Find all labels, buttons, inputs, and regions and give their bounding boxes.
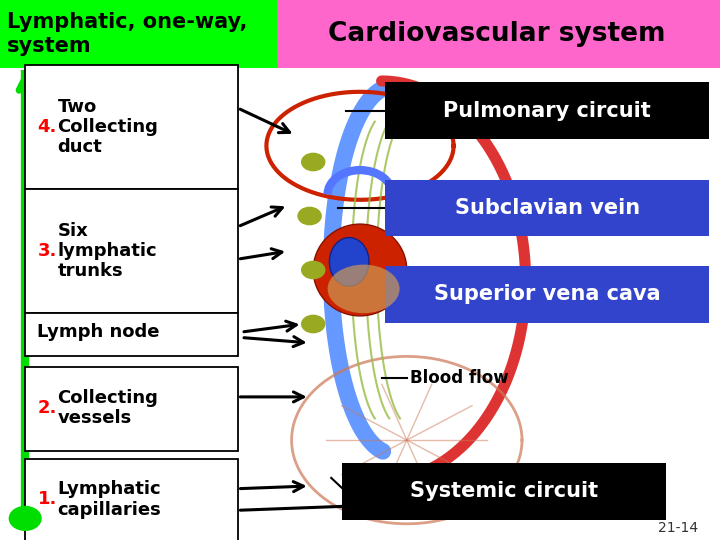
FancyBboxPatch shape bbox=[25, 189, 238, 313]
FancyBboxPatch shape bbox=[0, 0, 277, 68]
Text: Collecting
vessels: Collecting vessels bbox=[58, 389, 158, 427]
FancyBboxPatch shape bbox=[25, 459, 238, 540]
FancyBboxPatch shape bbox=[385, 179, 709, 237]
Text: 1.: 1. bbox=[37, 490, 57, 509]
FancyBboxPatch shape bbox=[25, 367, 238, 451]
Text: Lymphatic
capillaries: Lymphatic capillaries bbox=[58, 481, 161, 518]
FancyBboxPatch shape bbox=[238, 68, 720, 540]
Text: Lymph node: Lymph node bbox=[37, 323, 160, 341]
Text: Blood flow: Blood flow bbox=[410, 369, 509, 387]
Text: Systemic circuit: Systemic circuit bbox=[410, 481, 598, 502]
Text: Cardiovascular system: Cardiovascular system bbox=[328, 21, 665, 47]
Circle shape bbox=[298, 207, 321, 225]
Circle shape bbox=[9, 507, 41, 530]
FancyBboxPatch shape bbox=[25, 65, 238, 189]
Text: Pulmonary circuit: Pulmonary circuit bbox=[444, 100, 651, 121]
Ellipse shape bbox=[329, 238, 369, 286]
FancyBboxPatch shape bbox=[385, 82, 709, 139]
Text: Superior vena cava: Superior vena cava bbox=[434, 284, 660, 305]
FancyBboxPatch shape bbox=[25, 313, 238, 356]
Ellipse shape bbox=[313, 224, 407, 316]
FancyBboxPatch shape bbox=[277, 0, 720, 68]
FancyBboxPatch shape bbox=[342, 463, 666, 519]
Text: Two
Collecting
duct: Two Collecting duct bbox=[58, 98, 158, 156]
FancyBboxPatch shape bbox=[385, 266, 709, 322]
Text: 3.: 3. bbox=[37, 242, 57, 260]
Text: 21-14: 21-14 bbox=[658, 521, 698, 535]
Text: 4.: 4. bbox=[37, 118, 57, 136]
Text: Lymphatic, one-way,
system: Lymphatic, one-way, system bbox=[7, 12, 248, 56]
Ellipse shape bbox=[328, 265, 400, 313]
Text: Subclavian vein: Subclavian vein bbox=[454, 198, 640, 218]
Circle shape bbox=[302, 261, 325, 279]
Text: Six
lymphatic
trunks: Six lymphatic trunks bbox=[58, 222, 157, 280]
Circle shape bbox=[302, 153, 325, 171]
Circle shape bbox=[302, 315, 325, 333]
Text: 2.: 2. bbox=[37, 399, 57, 417]
